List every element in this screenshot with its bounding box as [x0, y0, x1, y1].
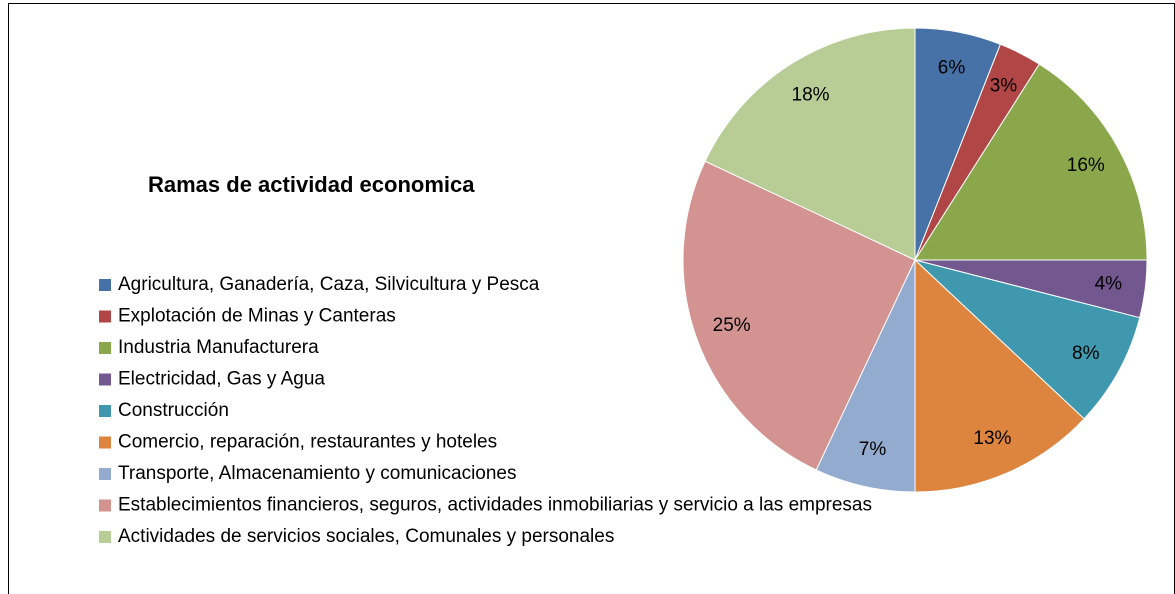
data-label: 7%: [859, 439, 887, 460]
legend-swatch: [99, 279, 111, 291]
legend-swatch: [99, 499, 111, 512]
data-label: 8%: [1072, 343, 1100, 364]
data-label: 4%: [1095, 273, 1123, 294]
pie-slice: [914, 63, 1148, 261]
pie-slice: [914, 259, 1141, 420]
pie-slice: [704, 27, 916, 261]
legend-swatch: [99, 468, 111, 480]
legend-swatch: [99, 405, 111, 417]
legend-label: Explotación de Minas y Canteras: [118, 306, 396, 327]
legend-label: Transporte, Almacenamiento y comunicacio…: [118, 463, 517, 484]
legend-swatch: [99, 310, 111, 323]
legend-swatch: [99, 436, 111, 449]
legend-label: Industria Manufacturera: [118, 337, 319, 358]
pie-slice: [815, 259, 916, 493]
legend-label: Establecimientos financieros, seguros, a…: [118, 495, 872, 516]
legend-swatch: [99, 373, 111, 386]
legend-label: Comercio, reparación, restaurantes y hot…: [118, 432, 497, 453]
data-label: 3%: [990, 75, 1018, 96]
legend-swatch: [99, 531, 111, 543]
pie-slice: [682, 160, 916, 471]
data-label: 16%: [1067, 155, 1105, 176]
legend-swatch: [99, 342, 111, 354]
data-label: 13%: [973, 428, 1011, 449]
chart-title: Ramas de actividad economica: [148, 172, 475, 197]
legend-label: Electricidad, Gas y Agua: [118, 369, 325, 390]
legend-label: Actividades de servicios sociales, Comun…: [118, 526, 614, 547]
pie-slice: [914, 258, 1085, 493]
data-label: 25%: [713, 315, 751, 336]
data-label: 18%: [792, 84, 830, 105]
legend-label: Agricultura, Ganadería, Caza, Silvicultu…: [118, 274, 540, 295]
data-label: 6%: [938, 58, 966, 79]
legend-label: Construcción: [118, 400, 229, 421]
